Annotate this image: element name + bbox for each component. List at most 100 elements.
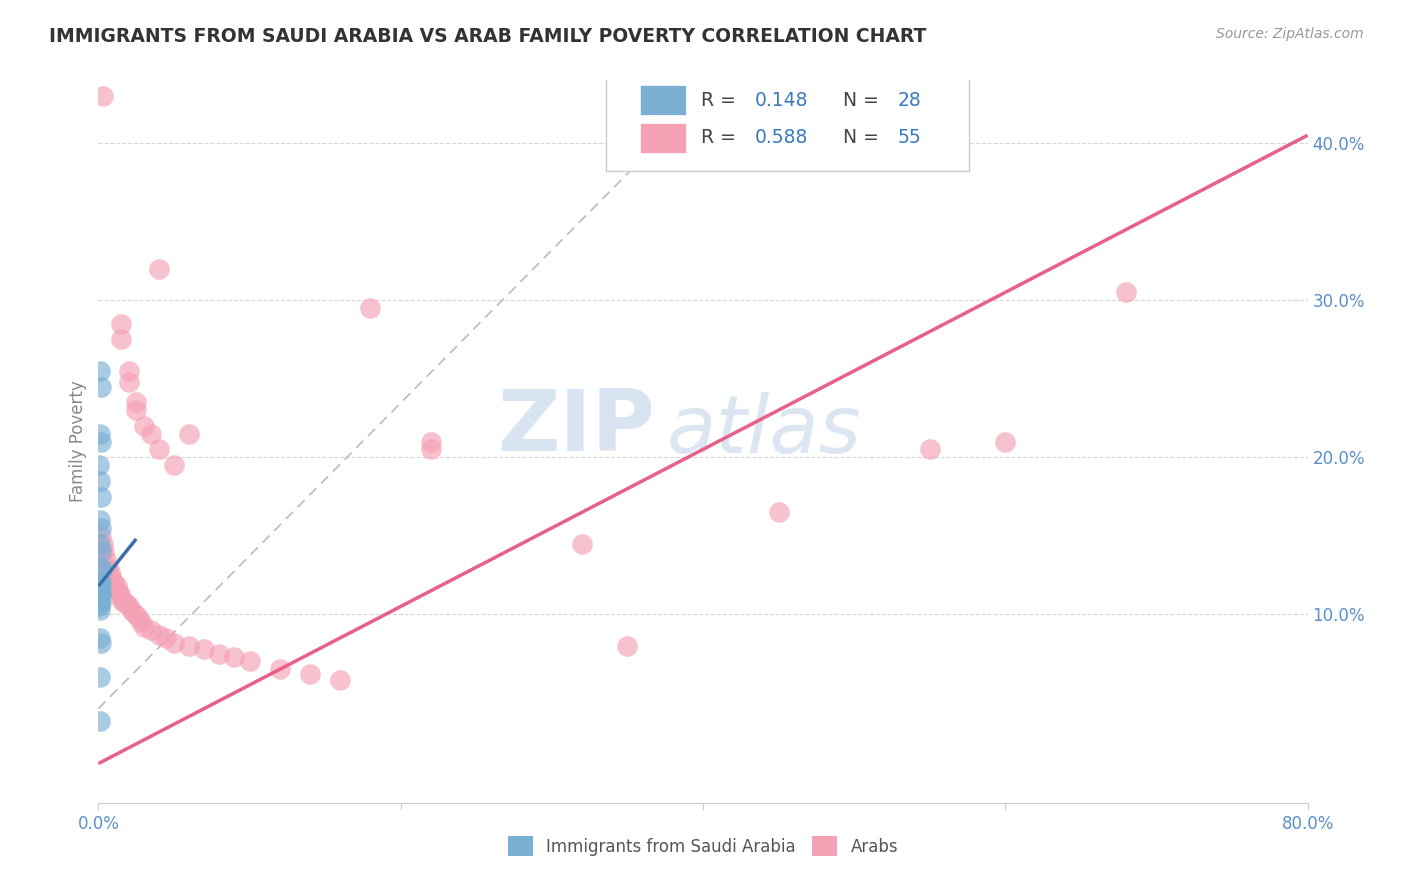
Point [148, 442, 170, 457]
Text: IMMIGRANTS FROM SAUDI ARABIA VS ARAB FAMILY POVERTY CORRELATION CHART: IMMIGRANTS FROM SAUDI ARABIA VS ARAB FAM… [49, 27, 927, 45]
Point [768, 505, 790, 519]
Point [1115, 285, 1137, 300]
Point [96, 560, 118, 574]
Point [118, 375, 141, 389]
Point [89, 670, 111, 684]
Point [239, 655, 262, 669]
Point [90, 560, 112, 574]
Point [299, 667, 322, 681]
Point [90, 521, 112, 535]
Point [360, 301, 382, 315]
Point [90, 529, 112, 543]
FancyBboxPatch shape [606, 73, 969, 170]
Point [105, 579, 128, 593]
Text: N =: N = [844, 91, 886, 110]
Point [148, 628, 170, 642]
Point [89, 364, 111, 378]
Point [89, 631, 111, 645]
Point [141, 623, 163, 637]
Point [118, 599, 141, 614]
Point [132, 418, 155, 433]
Point [89, 426, 111, 441]
Point [89, 599, 111, 614]
Point [89, 513, 111, 527]
Point [89, 536, 111, 550]
Point [163, 458, 186, 472]
Text: R =: R = [700, 128, 741, 147]
Point [918, 442, 941, 457]
Point [125, 395, 148, 409]
Point [93, 544, 115, 558]
Point [89, 591, 111, 606]
Point [114, 596, 136, 610]
Point [89, 474, 111, 488]
Point [98, 563, 121, 577]
Point [420, 442, 443, 457]
Point [91, 536, 114, 550]
Point [118, 364, 141, 378]
Point [616, 639, 638, 653]
Point [193, 641, 215, 656]
Point [208, 647, 231, 661]
Point [110, 317, 132, 331]
Point [90, 434, 112, 449]
Point [91, 89, 114, 103]
Point [101, 573, 124, 587]
Legend: Immigrants from Saudi Arabia, Arabs: Immigrants from Saudi Arabia, Arabs [501, 830, 905, 863]
Point [111, 595, 134, 609]
Point [90, 635, 112, 649]
Point [127, 610, 149, 624]
Point [94, 552, 117, 566]
Point [269, 662, 291, 676]
Bar [640, 122, 686, 153]
Text: atlas: atlas [666, 392, 862, 470]
Point [420, 434, 443, 449]
Point [141, 426, 163, 441]
Point [110, 591, 132, 606]
Text: R =: R = [700, 91, 741, 110]
Point [89, 602, 111, 616]
Point [89, 595, 111, 609]
Text: 0.148: 0.148 [755, 91, 808, 110]
Point [148, 261, 170, 276]
Text: ZIP: ZIP [496, 385, 655, 468]
Point [89, 573, 111, 587]
Point [89, 583, 111, 598]
Bar [640, 85, 686, 115]
Point [110, 333, 132, 347]
Point [129, 615, 152, 630]
Point [90, 587, 112, 601]
Point [179, 639, 201, 653]
Point [179, 426, 201, 441]
Point [125, 403, 148, 417]
Text: Source: ZipAtlas.com: Source: ZipAtlas.com [1216, 27, 1364, 41]
Point [571, 536, 593, 550]
Point [89, 714, 111, 728]
Point [100, 568, 122, 582]
Point [329, 673, 352, 688]
Point [107, 583, 129, 598]
Point [89, 458, 111, 472]
Point [108, 587, 131, 601]
Point [90, 544, 112, 558]
Point [90, 490, 112, 504]
Point [91, 563, 114, 577]
Y-axis label: Family Poverty: Family Poverty [69, 381, 87, 502]
Text: N =: N = [844, 128, 886, 147]
Point [155, 631, 177, 645]
Point [90, 579, 112, 593]
Point [103, 575, 125, 590]
Text: 55: 55 [897, 128, 921, 147]
Point [224, 649, 246, 664]
Point [90, 596, 112, 610]
Point [163, 635, 186, 649]
Point [90, 379, 112, 393]
Point [124, 607, 146, 622]
Point [90, 589, 112, 603]
Point [121, 604, 143, 618]
Point [994, 434, 1017, 449]
Point [132, 620, 155, 634]
Point [90, 575, 112, 590]
Text: 0.588: 0.588 [755, 128, 808, 147]
Text: 28: 28 [897, 91, 921, 110]
